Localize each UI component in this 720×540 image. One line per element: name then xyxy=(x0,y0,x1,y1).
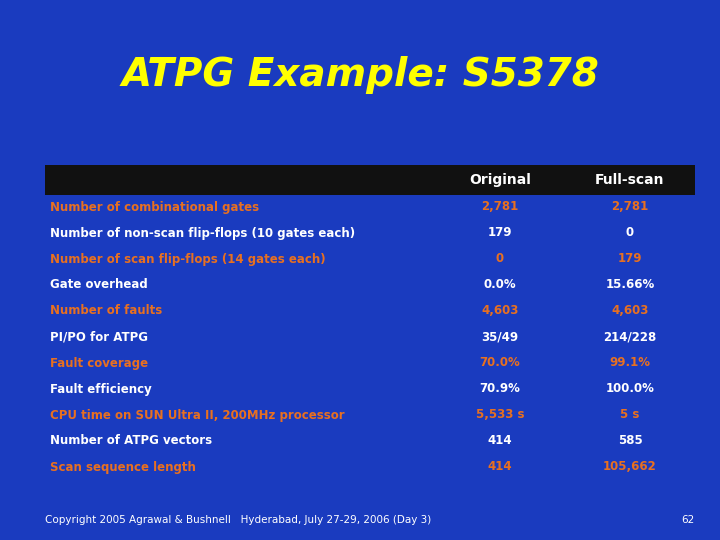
Text: 62: 62 xyxy=(682,515,695,525)
Text: 15.66%: 15.66% xyxy=(606,279,654,292)
Text: Number of combinational gates: Number of combinational gates xyxy=(50,200,259,213)
Text: 5,533 s: 5,533 s xyxy=(476,408,524,422)
Text: ATPG Example: S5378: ATPG Example: S5378 xyxy=(121,56,599,94)
Text: 0: 0 xyxy=(496,253,504,266)
Text: 179: 179 xyxy=(618,253,642,266)
Text: Gate overhead: Gate overhead xyxy=(50,279,148,292)
Text: Number of faults: Number of faults xyxy=(50,305,162,318)
Text: 100.0%: 100.0% xyxy=(606,382,654,395)
Text: 105,662: 105,662 xyxy=(603,461,657,474)
Text: Fault coverage: Fault coverage xyxy=(50,356,148,369)
Text: Scan sequence length: Scan sequence length xyxy=(50,461,196,474)
Text: 5 s: 5 s xyxy=(621,408,639,422)
Text: 214/228: 214/228 xyxy=(603,330,657,343)
Text: 585: 585 xyxy=(618,435,642,448)
Text: 99.1%: 99.1% xyxy=(610,356,650,369)
Text: 414: 414 xyxy=(487,435,513,448)
Text: PI/PO for ATPG: PI/PO for ATPG xyxy=(50,330,148,343)
Text: 0.0%: 0.0% xyxy=(484,279,516,292)
Text: 2,781: 2,781 xyxy=(611,200,649,213)
Bar xyxy=(45,165,695,195)
Text: 0: 0 xyxy=(626,226,634,240)
Text: 2,781: 2,781 xyxy=(482,200,518,213)
Text: 4,603: 4,603 xyxy=(481,305,518,318)
Text: Copyright 2005 Agrawal & Bushnell   Hyderabad, July 27-29, 2006 (Day 3): Copyright 2005 Agrawal & Bushnell Hydera… xyxy=(45,515,431,525)
Text: 35/49: 35/49 xyxy=(482,330,518,343)
Text: Number of ATPG vectors: Number of ATPG vectors xyxy=(50,435,212,448)
Text: Full-scan: Full-scan xyxy=(595,173,665,187)
Text: Number of non-scan flip-flops (10 gates each): Number of non-scan flip-flops (10 gates … xyxy=(50,226,355,240)
Text: Number of scan flip-flops (14 gates each): Number of scan flip-flops (14 gates each… xyxy=(50,253,325,266)
Text: CPU time on SUN Ultra II, 200MHz processor: CPU time on SUN Ultra II, 200MHz process… xyxy=(50,408,345,422)
Text: Original: Original xyxy=(469,173,531,187)
Text: Fault efficiency: Fault efficiency xyxy=(50,382,152,395)
Text: 4,603: 4,603 xyxy=(611,305,649,318)
Text: 179: 179 xyxy=(487,226,512,240)
Text: 70.0%: 70.0% xyxy=(480,356,521,369)
Text: 70.9%: 70.9% xyxy=(480,382,521,395)
Text: 414: 414 xyxy=(487,461,513,474)
